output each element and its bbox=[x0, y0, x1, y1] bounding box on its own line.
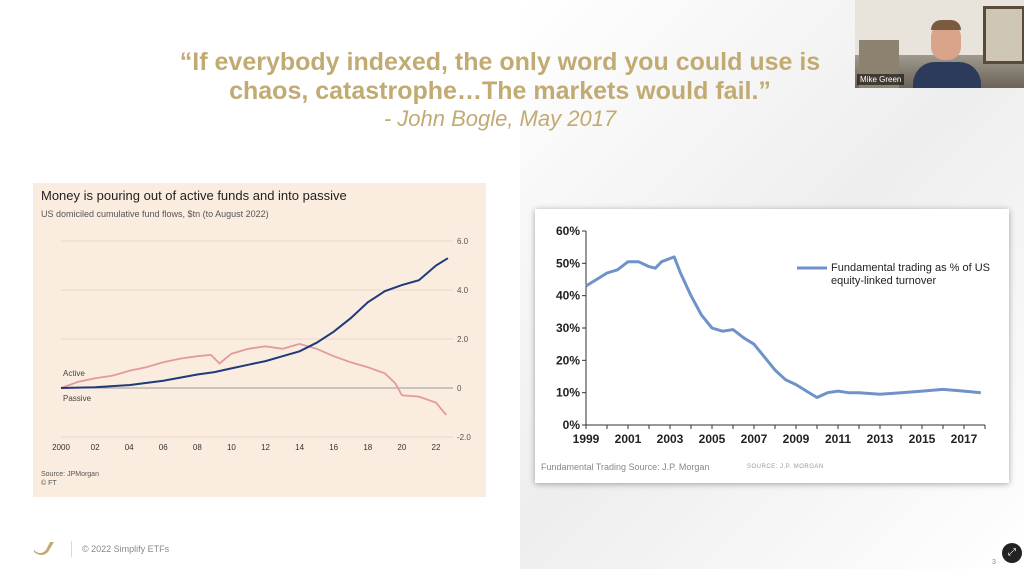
jpm-y-tick-label: 0% bbox=[563, 418, 581, 432]
jpm-x-tick-label: 2003 bbox=[657, 432, 684, 446]
quote-text: “If everybody indexed, the only word you… bbox=[120, 48, 880, 106]
ft-x-tick-label: 04 bbox=[125, 443, 134, 452]
ft-chart: Money is pouring out of active funds and… bbox=[33, 183, 486, 497]
ft-y-tick-label: 4.0 bbox=[457, 286, 469, 295]
jpm-x-tick-label: 2009 bbox=[783, 432, 810, 446]
ft-y-tick-label: -2.0 bbox=[457, 433, 471, 442]
video-person-body bbox=[913, 62, 981, 88]
jpm-x-tick-label: 2001 bbox=[615, 432, 642, 446]
footer-copyright: © 2022 Simplify ETFs bbox=[82, 544, 170, 554]
jpm-chart-source: Fundamental Trading Source: J.P. Morgan bbox=[541, 462, 710, 472]
jpm-x-tick-label: 2007 bbox=[741, 432, 768, 446]
footer-divider bbox=[71, 541, 72, 557]
ft-chart-source-text: Source: JPMorgan bbox=[41, 471, 99, 478]
jpm-y-tick-label: 40% bbox=[556, 289, 580, 303]
ft-x-tick-label: 10 bbox=[227, 443, 236, 452]
jpm-y-tick-label: 30% bbox=[556, 321, 580, 335]
jpm-x-tick-label: 2011 bbox=[825, 432, 851, 446]
ft-chart-credit: © FT bbox=[41, 480, 57, 487]
quote-author: - John Bogle, May 2017 bbox=[383, 106, 617, 131]
ft-x-tick-label: 18 bbox=[363, 443, 372, 452]
ft-y-tick-label: 2.0 bbox=[457, 335, 469, 344]
ft-x-tick-label: 02 bbox=[91, 443, 100, 452]
ft-x-tick-label: 20 bbox=[397, 443, 406, 452]
jpm-x-tick-label: 2015 bbox=[909, 432, 936, 446]
video-person-hair bbox=[931, 20, 961, 30]
jpm-x-tick-label: 2013 bbox=[867, 432, 894, 446]
video-thumbnail[interactable]: Mike Green bbox=[855, 0, 1024, 88]
ft-series-line-active bbox=[60, 342, 447, 416]
ft-chart-source: Source: JPMorgan © FT bbox=[41, 470, 99, 488]
jpm-x-tick-label: 2017 bbox=[951, 432, 978, 446]
simplify-logo-icon bbox=[34, 542, 54, 555]
page-number: 3 bbox=[992, 559, 996, 566]
ft-chart-title: Money is pouring out of active funds and… bbox=[41, 188, 347, 203]
jpm-chart: 60% 50% 40% 30% 20% 10% 0% 1999 2001 2003 2005 2007… bbox=[535, 209, 1009, 483]
ft-y-tick-label: 6.0 bbox=[457, 237, 469, 246]
ft-chart-subtitle: US domiciled cumulative fund flows, $tn … bbox=[41, 209, 269, 219]
ft-x-tick-label: 08 bbox=[193, 443, 202, 452]
jpm-y-tick-label: 50% bbox=[556, 256, 580, 270]
ft-x-tick-label: 16 bbox=[329, 443, 338, 452]
fullscreen-icon[interactable]: ⤢ bbox=[1002, 543, 1022, 563]
participant-name: Mike Green bbox=[857, 74, 905, 85]
jpm-legend-label: Fundamental trading as % of US equity-li… bbox=[831, 262, 990, 287]
ft-series-label-passive: Passive bbox=[63, 394, 92, 403]
quote-line-1: “If everybody indexed, the only word you… bbox=[179, 48, 821, 76]
ft-x-tick-label: 2000 bbox=[52, 443, 70, 452]
ft-series-line-passive bbox=[60, 257, 449, 389]
ft-x-tick-label: 14 bbox=[295, 443, 304, 452]
jpm-y-tick-label: 20% bbox=[556, 353, 580, 367]
quote-line-2: chaos, catastrophe…The markets would fai… bbox=[229, 77, 771, 105]
ft-series-label-active: Active bbox=[63, 369, 85, 378]
ft-chart-plot: 6.0 4.0 2.0 0 -2.0 2000 02 04 06 08 10 12 14 16 18 20 22… bbox=[52, 237, 471, 452]
jpm-x-tick-label: 2005 bbox=[699, 432, 726, 446]
ft-x-tick-label: 22 bbox=[432, 443, 441, 452]
ft-y-tick-label: 0 bbox=[457, 384, 462, 393]
jpm-chart-plot: 60% 50% 40% 30% 20% 10% 0%1999 2001 2003 2005 2007… bbox=[556, 224, 986, 446]
jpm-chart-source-label: SOURCE: J.P. MORGAN bbox=[747, 464, 824, 470]
jpm-x-tick-label: 1999 bbox=[573, 432, 600, 446]
video-picture-frame bbox=[983, 6, 1024, 64]
jpm-y-tick-label: 10% bbox=[556, 386, 580, 400]
jpm-y-tick-label: 60% bbox=[556, 224, 580, 238]
ft-x-tick-label: 06 bbox=[159, 443, 168, 452]
jpm-series-line bbox=[585, 255, 981, 399]
ft-x-tick-label: 12 bbox=[261, 443, 270, 452]
